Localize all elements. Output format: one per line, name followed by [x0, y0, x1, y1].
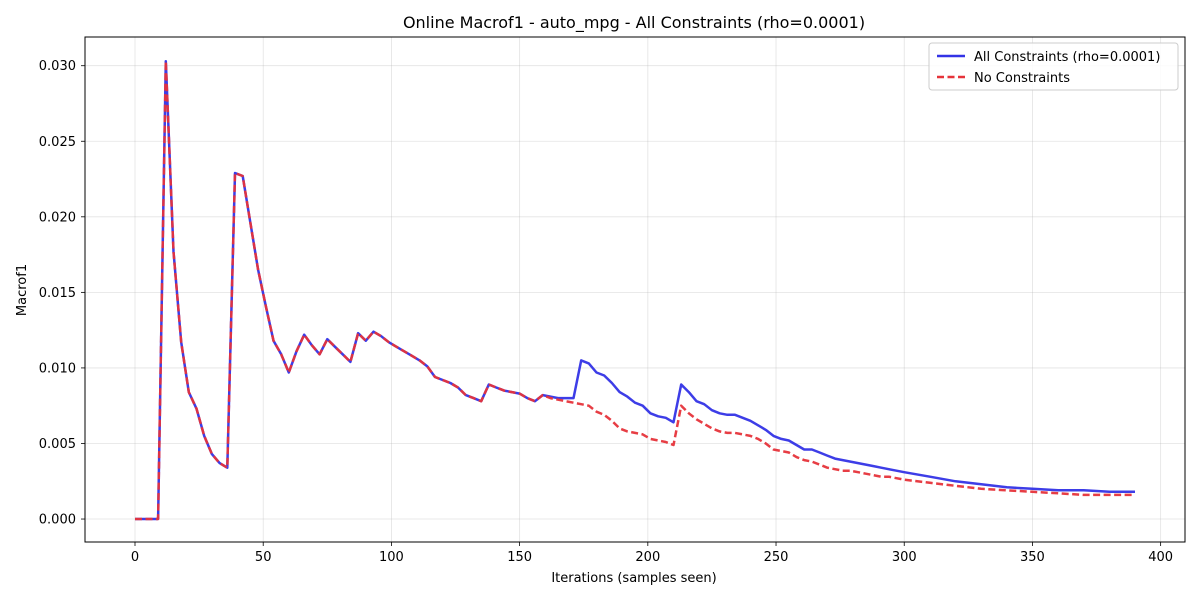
y-axis-label: Macrof1 — [15, 264, 30, 316]
series-line-no-constraints — [135, 59, 1135, 521]
x-tick-label: 150 — [507, 550, 532, 565]
x-tick-label: 250 — [764, 550, 789, 565]
series-layer — [135, 59, 1135, 521]
x-tick-label: 400 — [1148, 550, 1173, 565]
series-line-all-constraints — [135, 59, 1135, 521]
legend-label-all-constraints: All Constraints (rho=0.0001) — [974, 50, 1160, 65]
x-tick-label: 300 — [892, 550, 917, 565]
legend: All Constraints (rho=0.0001) No Constrai… — [928, 42, 1179, 91]
grid — [85, 37, 1185, 542]
x-tick-label: 350 — [1020, 550, 1045, 565]
x-tick-label: 50 — [255, 550, 272, 565]
y-tick-label: 0.025 — [39, 135, 76, 150]
y-tick-label: 0.015 — [39, 286, 76, 301]
plot-frame — [84, 36, 1186, 543]
y-tick-label: 0.000 — [39, 513, 76, 528]
y-tick-label: 0.030 — [39, 59, 76, 74]
x-axis: 0 50 100 150 200 250 300 350 400 — [131, 542, 1173, 565]
y-tick-label: 0.005 — [39, 437, 76, 452]
y-tick-label: 0.010 — [39, 361, 76, 376]
x-tick-label: 0 — [131, 550, 139, 565]
x-tick-label: 100 — [379, 550, 404, 565]
legend-box — [928, 42, 1179, 91]
y-axis: 0.000 0.005 0.010 0.015 0.020 0.025 0.030 — [39, 59, 85, 528]
legend-label-no-constraints: No Constraints — [974, 71, 1070, 86]
x-axis-label: Iterations (samples seen) — [551, 571, 716, 586]
x-tick-label: 200 — [635, 550, 660, 565]
y-tick-label: 0.020 — [39, 210, 76, 225]
chart-title: Online Macrof1 - auto_mpg - All Constrai… — [403, 13, 865, 33]
